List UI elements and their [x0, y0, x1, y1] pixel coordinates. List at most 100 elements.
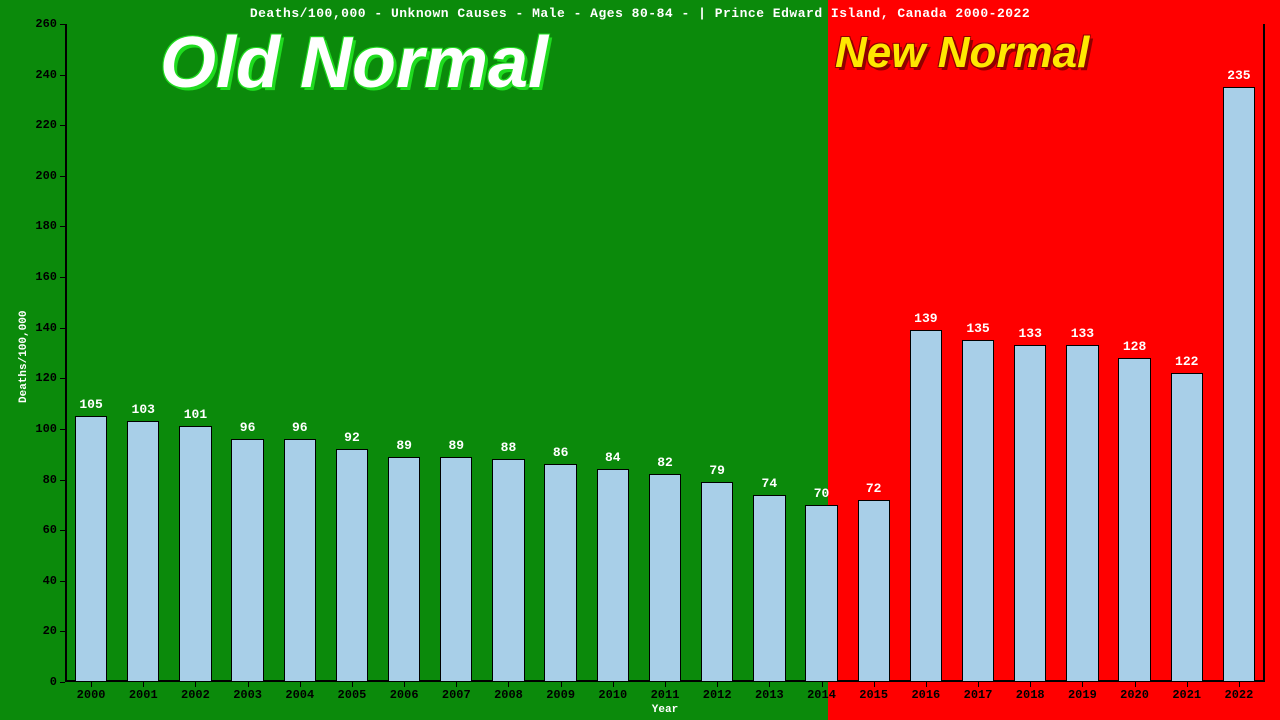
bar — [701, 482, 733, 682]
x-tick-mark — [1030, 682, 1031, 687]
bar-value-label: 133 — [1071, 326, 1094, 341]
x-tick-label: 2008 — [494, 688, 523, 702]
y-tick-mark — [60, 378, 65, 379]
y-tick-label: 80 — [43, 473, 57, 487]
bar — [388, 457, 420, 682]
y-tick-label: 180 — [35, 219, 57, 233]
x-tick-label: 2004 — [285, 688, 314, 702]
x-tick-label: 2019 — [1068, 688, 1097, 702]
y-tick-label: 40 — [43, 574, 57, 588]
x-tick-label: 2001 — [129, 688, 158, 702]
bar — [1118, 358, 1150, 682]
bar — [492, 459, 524, 682]
x-tick-label: 2016 — [911, 688, 940, 702]
y-tick-mark — [60, 176, 65, 177]
x-tick-mark — [352, 682, 353, 687]
bar — [805, 505, 837, 682]
y-tick-label: 20 — [43, 624, 57, 638]
y-tick-label: 200 — [35, 169, 57, 183]
x-tick-label: 2005 — [338, 688, 367, 702]
bar — [179, 426, 211, 682]
y-tick-mark — [60, 277, 65, 278]
x-tick-label: 2015 — [859, 688, 888, 702]
bar-value-label: 86 — [553, 445, 569, 460]
y-tick-label: 100 — [35, 422, 57, 436]
bar-value-label: 235 — [1227, 68, 1250, 83]
bar-value-label: 139 — [914, 311, 937, 326]
x-tick-mark — [926, 682, 927, 687]
y-tick-label: 0 — [50, 675, 57, 689]
y-tick-mark — [60, 631, 65, 632]
x-axis-label: Year — [65, 704, 1265, 716]
x-tick-label: 2006 — [390, 688, 419, 702]
x-tick-label: 2017 — [964, 688, 993, 702]
bar — [910, 330, 942, 682]
y-tick-label: 140 — [35, 321, 57, 335]
y-axis-label: Deaths/100,000 — [18, 311, 30, 403]
bar-value-label: 133 — [1019, 326, 1042, 341]
x-tick-mark — [195, 682, 196, 687]
y-tick-mark — [60, 24, 65, 25]
x-tick-mark — [1239, 682, 1240, 687]
y-tick-label: 160 — [35, 270, 57, 284]
bar-value-label: 70 — [814, 486, 830, 501]
y-axis-line — [65, 24, 67, 682]
bar-value-label: 74 — [762, 476, 778, 491]
x-tick-mark — [769, 682, 770, 687]
y-tick-label: 120 — [35, 371, 57, 385]
chart-canvas: Deaths/100,000 - Unknown Causes - Male -… — [0, 0, 1280, 720]
bar-value-label: 101 — [184, 407, 207, 422]
x-tick-mark — [1135, 682, 1136, 687]
y-tick-label: 60 — [43, 523, 57, 537]
y-tick-mark — [60, 75, 65, 76]
bar-value-label: 89 — [396, 438, 412, 453]
bar-value-label: 105 — [79, 397, 102, 412]
x-tick-mark — [456, 682, 457, 687]
bar — [544, 464, 576, 682]
x-tick-label: 2013 — [755, 688, 784, 702]
x-tick-mark — [717, 682, 718, 687]
bar-value-label: 128 — [1123, 339, 1146, 354]
x-tick-label: 2010 — [598, 688, 627, 702]
chart-title: Deaths/100,000 - Unknown Causes - Male -… — [0, 6, 1280, 21]
bar — [962, 340, 994, 682]
y-tick-mark — [60, 226, 65, 227]
bar-value-label: 89 — [448, 438, 464, 453]
x-tick-label: 2011 — [651, 688, 680, 702]
plot-area: 0204060801001201401601802002202402601052… — [65, 24, 1265, 682]
bar — [1171, 373, 1203, 682]
bar-value-label: 84 — [605, 450, 621, 465]
bar — [858, 500, 890, 682]
x-tick-mark — [91, 682, 92, 687]
y-axis-line-right — [1263, 24, 1265, 682]
bar-value-label: 72 — [866, 481, 882, 496]
y-tick-mark — [60, 581, 65, 582]
y-tick-label: 260 — [35, 17, 57, 31]
x-tick-label: 2022 — [1225, 688, 1254, 702]
bar-value-label: 96 — [240, 420, 256, 435]
x-tick-label: 2021 — [1172, 688, 1201, 702]
x-tick-label: 2003 — [233, 688, 262, 702]
bar — [1066, 345, 1098, 682]
x-tick-label: 2014 — [807, 688, 836, 702]
bar — [231, 439, 263, 682]
bar-value-label: 88 — [501, 440, 517, 455]
x-tick-label: 2020 — [1120, 688, 1149, 702]
x-tick-mark — [1082, 682, 1083, 687]
y-tick-mark — [60, 429, 65, 430]
y-tick-label: 240 — [35, 68, 57, 82]
y-tick-mark — [60, 480, 65, 481]
x-tick-label: 2018 — [1016, 688, 1045, 702]
bar — [127, 421, 159, 682]
x-tick-mark — [822, 682, 823, 687]
x-tick-mark — [874, 682, 875, 687]
x-tick-label: 2002 — [181, 688, 210, 702]
bar-value-label: 82 — [657, 455, 673, 470]
bar-value-label: 122 — [1175, 354, 1198, 369]
bar — [649, 474, 681, 682]
bar — [1223, 87, 1255, 682]
y-tick-mark — [60, 682, 65, 683]
x-tick-mark — [665, 682, 666, 687]
x-tick-label: 2007 — [442, 688, 471, 702]
x-tick-mark — [404, 682, 405, 687]
